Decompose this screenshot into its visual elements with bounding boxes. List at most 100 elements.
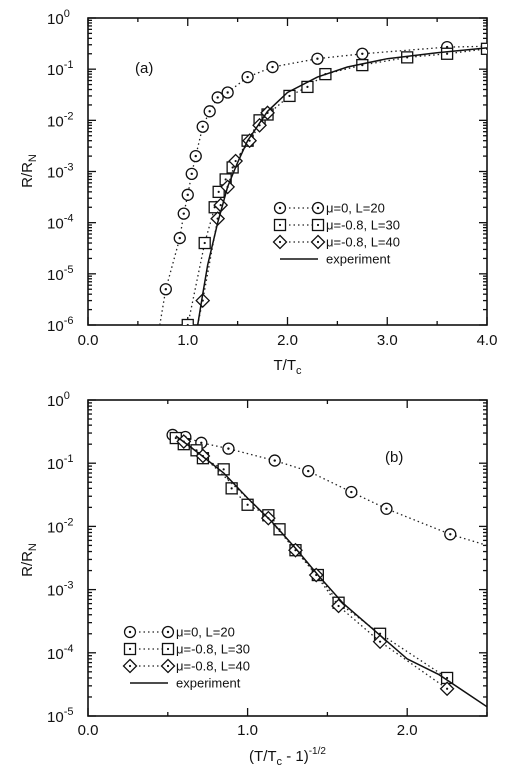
panel-b-series-circle-marker-dot bbox=[227, 447, 230, 450]
panel-b-legend-item-square-marker-right-dot bbox=[166, 647, 170, 651]
panel-a-series-diamond-marker-dot bbox=[248, 139, 251, 142]
panel-b-y-tick-label: 10-3 bbox=[47, 580, 73, 600]
panel-b-y-tick-label: 10-4 bbox=[47, 643, 73, 663]
panel-b-series-diamond-marker-dot bbox=[446, 687, 449, 690]
panel-b-series-circle-marker-dot bbox=[350, 490, 353, 494]
panel-a-y-tick-label: 10-1 bbox=[47, 59, 73, 79]
panel-a-series-circle-marker-dot bbox=[361, 52, 364, 55]
panel-b-y-tick-label: 10-2 bbox=[47, 516, 73, 536]
panel-b-series-circle-marker-dot bbox=[273, 459, 276, 462]
panel-a-series-square-marker-dot bbox=[203, 241, 206, 245]
panel-b-panel-label: (b) bbox=[385, 449, 403, 466]
panel-b-series-square-marker-dot bbox=[446, 676, 449, 680]
panel-a-y-axis-title: R/RN bbox=[19, 154, 39, 188]
panel-b-series-circle-line bbox=[172, 434, 487, 547]
panel-a-series-square-marker bbox=[181, 318, 194, 325]
panel-a-series-diamond-marker-dot bbox=[219, 204, 222, 207]
panel-b-legend-item-diamond-label: μ=-0.8, L=40 bbox=[176, 659, 250, 674]
panel-a-series-circle-marker-dot bbox=[201, 125, 204, 128]
panel-b-legend-item-diamond-marker-right-dot bbox=[166, 664, 170, 668]
panel-a-series-circle-marker-dot bbox=[226, 91, 229, 94]
panel-a-x-axis-title: T/Tc bbox=[274, 357, 303, 377]
panel-b-series-square-marker-dot bbox=[174, 436, 177, 440]
panel-b-legend-item-square-marker-left-dot bbox=[128, 647, 132, 651]
panel-a-panel-label: (a) bbox=[135, 60, 153, 77]
panel-b-series-diamond-marker-dot bbox=[337, 604, 340, 608]
panel-a-x-tick-label: 1.0 bbox=[177, 332, 198, 349]
panel-a-legend-item-diamond-marker-left-dot bbox=[278, 240, 282, 244]
panel-b-legend-item-circle-marker-right-dot bbox=[166, 630, 170, 634]
panel-b-legend-item-square-label: μ=-0.8, L=30 bbox=[176, 642, 250, 657]
panel-a-series-circle-marker-dot bbox=[208, 110, 211, 113]
panel-b-y-axis-title: R/RN bbox=[19, 543, 39, 577]
panel-b-series-diamond-marker-dot bbox=[378, 640, 382, 643]
panel-a-series-diamond-line bbox=[197, 112, 269, 325]
panel-b-plot-frame bbox=[87, 399, 488, 717]
panel-a-y-tick-label: 100 bbox=[47, 8, 70, 28]
panel-a-legend-item-circle-marker-left-dot bbox=[278, 206, 282, 210]
panel-b-series-circle-marker-dot bbox=[200, 441, 203, 445]
panel-a-series-circle-marker-dot bbox=[186, 193, 189, 197]
panel-a-y-tick-label: 10-6 bbox=[47, 315, 73, 335]
panel-a-series-square-line bbox=[187, 48, 487, 325]
panel-a-y-tick-label: 10-2 bbox=[47, 110, 73, 130]
panel-b-x-tick-label: 2.0 bbox=[397, 722, 418, 739]
panel-b-y-tick-label: 100 bbox=[47, 390, 70, 410]
panel-a-series-circle-marker-dot bbox=[178, 236, 181, 240]
panel-b-legend-item-circle-label: μ=0, L=20 bbox=[176, 625, 235, 640]
panel-b-series-circle-marker-dot bbox=[307, 469, 310, 473]
panel-a-legend-item-diamond-marker-right-dot bbox=[316, 240, 320, 244]
panel-a-series-group bbox=[159, 40, 487, 325]
panel-b-legend-item-circle-marker-left-dot bbox=[128, 630, 132, 634]
panel-b-series-diamond-line bbox=[183, 441, 448, 690]
panel-b-series-square-marker-dot bbox=[246, 503, 249, 506]
panel-a-legend-item-circle-label: μ=0, L=20 bbox=[326, 201, 385, 216]
panel-b-series-square-marker-dot bbox=[230, 487, 233, 490]
panel-a-series-circle-marker-dot bbox=[316, 57, 319, 60]
panel-a-legend: μ=0, L=20 μ=-0.8, L=30 μ=-0.8, L=40 experim… bbox=[272, 201, 400, 267]
panel-b-x-axis-title: (T/Tc - 1)-1/2 bbox=[249, 746, 326, 765]
panel-a-legend-item-experiment-label: experiment bbox=[326, 252, 391, 267]
panel-a-legend-item-circle-marker-right-dot bbox=[316, 206, 320, 210]
panel-a-series-circle-marker-dot bbox=[164, 288, 168, 291]
panel-b: 100 10-1 10-2 10-3 10-4 10-5 0.0 1.0 2.0 (T/Tc - … bbox=[19, 390, 488, 765]
panel-b-series-square-marker-dot bbox=[222, 468, 225, 471]
panel-a-series-circle-marker-dot bbox=[182, 212, 185, 215]
panel-a-x-tick-label: 3.0 bbox=[377, 332, 398, 349]
panel-b-x-tick-label: 0.0 bbox=[78, 722, 99, 739]
panel-a-series-square-marker-dot bbox=[224, 178, 227, 181]
panel-a-series-circle-line bbox=[159, 45, 487, 325]
panel-a-series-square-marker-dot bbox=[217, 190, 220, 193]
panel-a-series-circle-marker-dot bbox=[271, 65, 274, 69]
panel-a-series-square-marker-dot bbox=[288, 94, 291, 98]
panel-b-series-circle-marker-dot bbox=[449, 533, 452, 536]
panel-b-legend: μ=0, L=20 μ=-0.8, L=30 μ=-0.8, L=40 experim… bbox=[122, 625, 250, 691]
panel-a-series-circle-marker-dot bbox=[194, 154, 197, 158]
panel-b-series-circle-marker-dot bbox=[385, 507, 388, 510]
panel-a-legend-item-square-marker-left-dot bbox=[278, 223, 282, 227]
panel-a-y-tick-label: 10-4 bbox=[47, 213, 73, 233]
panel-a-series-square-marker-dot bbox=[306, 85, 309, 89]
panel-b-y-tick-label: 10-1 bbox=[47, 453, 73, 473]
panel-a-series-circle-marker-dot bbox=[190, 172, 193, 176]
panel-a-series-experiment-line bbox=[196, 47, 487, 325]
panel-b-x-tick-label: 1.0 bbox=[237, 722, 258, 739]
panel-a: 100 10-1 10-2 10-3 10-4 10-5 10-6 0.0 1.0 2.0 3.0 4… bbox=[19, 8, 497, 377]
panel-a-legend-item-diamond-label: μ=-0.8, L=40 bbox=[326, 235, 400, 250]
panel-b-series-experiment-line bbox=[175, 435, 487, 708]
panel-a-y-tick-label: 10-5 bbox=[47, 264, 73, 284]
panel-b-series-group bbox=[166, 428, 487, 708]
panel-a-series-square-marker-dot bbox=[446, 52, 449, 55]
panel-b-y-tick-label: 10-5 bbox=[47, 706, 73, 726]
panel-b-legend-item-experiment-label: experiment bbox=[176, 676, 241, 691]
panel-a-x-tick-label: 2.0 bbox=[277, 332, 298, 349]
panel-a-legend-item-square-marker-right-dot bbox=[316, 223, 320, 227]
panel-a-legend-item-square-label: μ=-0.8, L=30 bbox=[326, 218, 400, 233]
panel-a-x-tick-label: 0.0 bbox=[78, 332, 99, 349]
panel-b-series-square-line bbox=[175, 437, 448, 679]
panel-a-x-tick-label: 4.0 bbox=[477, 332, 498, 349]
panel-a-series-circle-marker-dot bbox=[216, 96, 219, 99]
panel-b-legend-item-diamond-marker-left-dot bbox=[128, 664, 132, 668]
panel-a-series-square-marker-dot bbox=[186, 323, 189, 325]
